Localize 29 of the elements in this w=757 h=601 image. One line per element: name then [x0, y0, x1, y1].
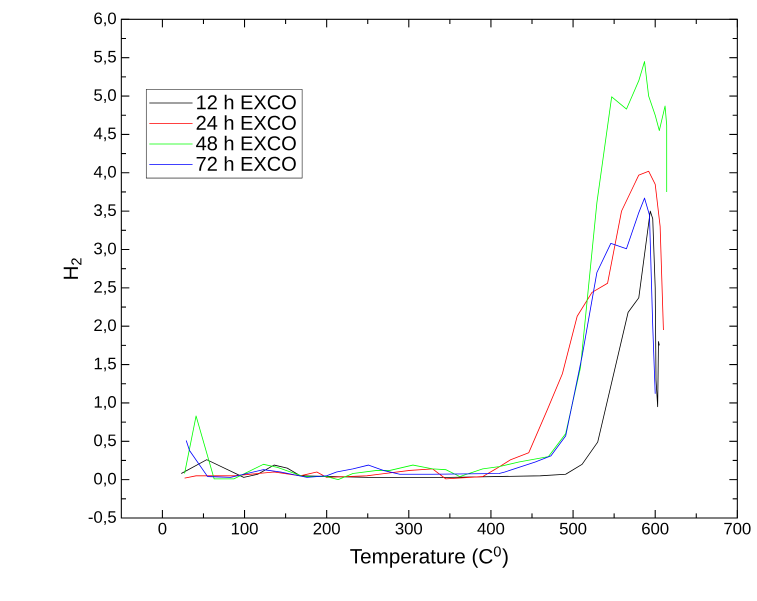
y-tick-label: 3,5 [94, 204, 116, 218]
line-series [184, 61, 668, 480]
y-tick-label: 2,5 [94, 280, 116, 295]
y-tick-label: 0,5 [94, 434, 116, 448]
y-axis-title: H$_{2}$ [64, 258, 82, 279]
y-tick-label: -0,5 [88, 511, 116, 525]
x-tick-label: 200 [314, 522, 340, 535]
y-tick-label: 4,0 [94, 166, 116, 180]
legend-label: 72 h EXCO [196, 156, 296, 171]
x-axis-title: Temperature (C$^{0}$) [350, 546, 508, 568]
legend-label: 12 h EXCO [197, 94, 296, 110]
x-tick-label: 400 [477, 522, 504, 535]
legend-label: 24 h EXCO [196, 115, 296, 130]
y-tick-label: 0,0 [94, 472, 116, 487]
x-tick-label: 500 [560, 522, 586, 535]
y-tick-label: 1,0 [94, 396, 116, 410]
x-tick-label: 300 [396, 522, 422, 535]
y-tick-label: 5,5 [94, 50, 116, 64]
y-tick-label: 3,0 [94, 242, 116, 256]
x-tick-label: 0 [158, 522, 166, 535]
legend-label: 48 h EXCO [196, 136, 296, 150]
y-tick-label: 6,0 [94, 12, 116, 26]
y-tick-label: 4,5 [94, 128, 116, 142]
x-tick-label: 600 [642, 522, 668, 535]
x-tick-label: 700 [724, 522, 751, 535]
x-tick-label: 100 [232, 522, 258, 535]
y-tick-label: 2,0 [94, 319, 116, 334]
y-tick-label: 1,5 [94, 358, 116, 372]
y-tick-label: 5,0 [94, 89, 116, 103]
